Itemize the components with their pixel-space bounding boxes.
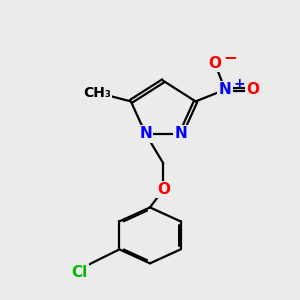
Text: N: N [175, 126, 187, 141]
Text: O: O [208, 56, 221, 70]
Text: O: O [157, 182, 170, 197]
Text: N: N [139, 126, 152, 141]
Text: Cl: Cl [71, 265, 88, 280]
Text: +: + [233, 77, 245, 91]
Text: N: N [219, 82, 232, 97]
Text: −: − [223, 48, 237, 66]
Text: O: O [247, 82, 260, 97]
Text: CH₃: CH₃ [83, 85, 111, 100]
